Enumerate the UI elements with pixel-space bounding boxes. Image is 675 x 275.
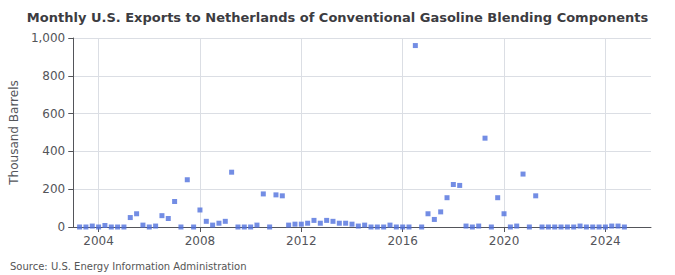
svg-text:600: 600 [42, 107, 65, 121]
svg-text:400: 400 [42, 144, 65, 158]
svg-text:2004: 2004 [83, 234, 114, 248]
svg-text:2016: 2016 [387, 234, 418, 248]
svg-text:2020: 2020 [489, 234, 520, 248]
svg-text:2012: 2012 [286, 234, 317, 248]
svg-text:Monthly U.S. Exports to Nether: Monthly U.S. Exports to Netherlands of C… [27, 10, 649, 25]
svg-text:1,000: 1,000 [31, 31, 65, 45]
svg-text:Source: U.S. Energy Informatio: Source: U.S. Energy Information Administ… [10, 261, 247, 272]
svg-text:800: 800 [42, 69, 65, 83]
svg-text:2024: 2024 [590, 234, 621, 248]
svg-text:0: 0 [58, 220, 66, 234]
svg-text:Thousand Barrels: Thousand Barrels [7, 80, 21, 185]
svg-text:2008: 2008 [185, 234, 216, 248]
svg-text:200: 200 [42, 182, 65, 196]
